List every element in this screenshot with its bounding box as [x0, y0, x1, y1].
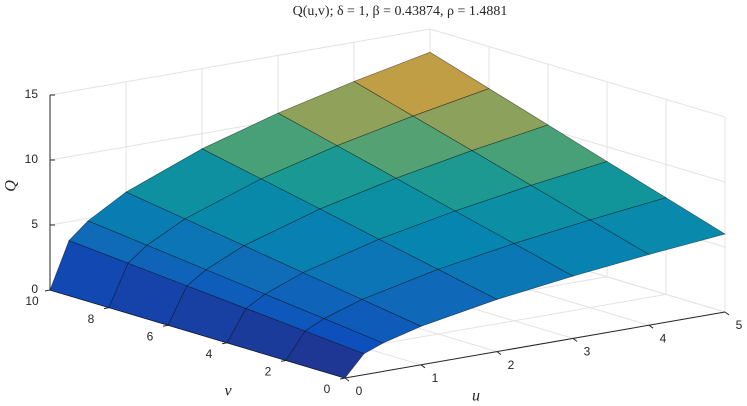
z-tick-label: 0 [31, 282, 38, 296]
grid-line [49, 28, 431, 96]
y-tick-label: 6 [147, 329, 154, 343]
x-tick-label: 4 [660, 331, 667, 345]
x-tick-label: 3 [584, 345, 591, 359]
y-axis-label: v [224, 383, 232, 400]
y-tick-label: 0 [324, 382, 331, 396]
tick-mark [221, 342, 228, 345]
tick-mark [280, 359, 287, 362]
chart-title: Q(u,v); δ = 1, β = 0.43874, ρ = 1.4881 [293, 4, 508, 19]
tick-mark [496, 351, 502, 356]
tick-mark [420, 364, 426, 369]
x-tick-label: 5 [736, 318, 743, 332]
z-tick-label: 15 [25, 87, 39, 101]
tick-mark [572, 337, 578, 342]
x-axis [344, 311, 726, 379]
x-tick-label: 2 [508, 358, 515, 372]
tick-mark [44, 289, 51, 292]
tick-mark [162, 324, 169, 327]
y-tick-label: 4 [206, 347, 213, 361]
x-axis-label: u [472, 388, 480, 405]
z-tick-label: 10 [25, 152, 39, 166]
z-tick-label: 5 [31, 217, 38, 231]
tick-mark [344, 377, 350, 382]
grid-line [429, 28, 726, 118]
tick-mark [103, 307, 110, 310]
x-tick-label: 0 [356, 384, 363, 398]
y-tick-label: 2 [265, 365, 272, 379]
tick-mark [648, 324, 654, 329]
z-axis-label: Q [3, 180, 20, 192]
y-tick-label: 8 [88, 312, 95, 326]
tick-mark [724, 311, 730, 316]
x-tick-label: 1 [432, 371, 439, 385]
surface-patch [285, 330, 365, 379]
y-tick-label: 10 [25, 294, 39, 308]
tick-mark [339, 377, 346, 380]
